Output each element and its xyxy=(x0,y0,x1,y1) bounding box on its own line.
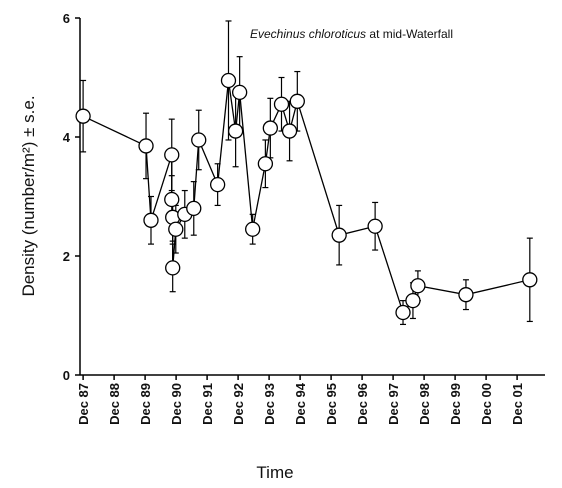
x-tick-label: Dec 94 xyxy=(293,382,308,425)
x-tick-label: Dec 89 xyxy=(138,383,153,425)
data-point xyxy=(168,221,184,237)
x-tick-label: Dec 97 xyxy=(386,383,401,425)
x-tick-label: Dec 92 xyxy=(231,383,246,425)
y-tick-label: 0 xyxy=(63,368,70,383)
x-axis-label: Time xyxy=(256,463,293,482)
data-point xyxy=(395,304,411,321)
data-point xyxy=(281,123,298,139)
y-tick-label: 4 xyxy=(63,130,71,145)
annotation: Evechinus chloroticus at mid-Waterfall xyxy=(250,27,453,41)
data-point xyxy=(331,227,347,243)
x-tick-label: Dec 98 xyxy=(417,383,432,425)
data-point xyxy=(262,120,278,136)
data-point xyxy=(245,221,261,237)
data-point xyxy=(138,138,154,154)
data-point xyxy=(75,108,91,124)
x-tick-label: Dec 87 xyxy=(76,383,91,425)
data-point xyxy=(209,176,226,193)
data-point xyxy=(273,96,290,112)
data-point xyxy=(164,147,180,163)
data-point xyxy=(143,212,159,228)
data-point xyxy=(231,84,248,101)
y-tick-label: 2 xyxy=(63,249,70,264)
x-tick-label: Dec 96 xyxy=(355,383,370,425)
data-point xyxy=(410,278,426,294)
x-tick-label: Dec 93 xyxy=(262,383,277,425)
annotation-text: at mid-Waterfall xyxy=(369,27,453,41)
data-point xyxy=(164,191,180,208)
annotation-species: Evechinus chloroticus xyxy=(250,27,366,41)
data-point xyxy=(367,218,383,234)
x-tick-label: Dec 90 xyxy=(169,383,184,425)
x-tick-label: Dec 01 xyxy=(510,383,525,425)
data-point xyxy=(405,292,421,309)
data-point xyxy=(289,93,305,109)
data-point xyxy=(522,272,538,288)
x-tick-label: Dec 99 xyxy=(448,383,463,425)
data-point xyxy=(186,200,202,217)
data-point xyxy=(227,123,244,139)
data-point xyxy=(220,72,237,89)
x-tick-label: Dec 88 xyxy=(107,383,122,425)
y-tick-label: 6 xyxy=(63,11,70,26)
x-tick-label: Dec 00 xyxy=(479,383,494,425)
data-point xyxy=(458,287,474,303)
data-point xyxy=(257,156,274,172)
data-point xyxy=(165,260,181,276)
data-point xyxy=(191,132,207,148)
y-axis-label: Density (number/m²) ± s.e. xyxy=(19,95,38,296)
x-tick-label: Dec 95 xyxy=(324,383,339,425)
x-tick-label: Dec 91 xyxy=(200,383,215,425)
